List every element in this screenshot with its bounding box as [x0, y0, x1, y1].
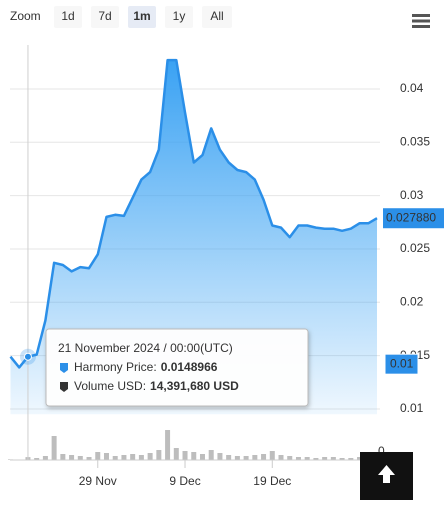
menu-button[interactable] — [410, 10, 434, 32]
volume-bar — [261, 454, 266, 460]
volume-bar — [69, 455, 74, 460]
zoom-label: Zoom — [10, 9, 41, 23]
volume-bar — [121, 455, 126, 460]
tooltip-item-value: 14,391,680 USD — [150, 379, 239, 393]
volume-bar — [279, 455, 284, 460]
scroll-top-button[interactable] — [360, 452, 413, 500]
tooltip: 21 November 2024 / 00:00(UTC) Harmony Pri… — [46, 329, 308, 406]
volume-bar — [217, 453, 222, 460]
volume-bar — [130, 454, 135, 460]
range-button[interactable]: All — [210, 9, 223, 23]
tooltip-item-value: 0.0148966 — [161, 360, 218, 374]
volume-bar — [200, 454, 205, 460]
hover-point — [24, 353, 31, 360]
volume-bar — [252, 455, 257, 460]
range-button[interactable]: 7d — [98, 9, 111, 23]
range-button[interactable]: 1d — [61, 9, 74, 23]
tooltip-item-name: Harmony Price: — [74, 360, 157, 374]
x-tick-label: 9 Dec — [169, 474, 200, 488]
volume-bar — [244, 456, 249, 460]
volume-bar — [165, 430, 170, 460]
volume-bar — [113, 456, 118, 460]
volume-bar — [226, 455, 231, 460]
x-tick-label: 29 Nov — [79, 474, 117, 488]
range-button[interactable]: 1y — [173, 9, 186, 23]
volume-bar — [235, 456, 240, 460]
crosshair-label: 0.01 — [390, 356, 414, 370]
y-tick-label: 0.03 — [400, 188, 424, 202]
volume-bar — [78, 456, 83, 460]
volume-bar — [52, 436, 57, 460]
volume-bar — [43, 456, 48, 460]
current-label: 0.027880 — [386, 210, 436, 224]
range-button[interactable]: 1m — [133, 9, 150, 23]
volume-bar — [148, 453, 153, 460]
volume-bar — [139, 455, 144, 460]
y-tick-label: 0.025 — [400, 241, 430, 255]
volume-bar — [95, 452, 100, 460]
volume-bar — [183, 451, 188, 460]
tooltip-item-name: Volume USD: — [74, 379, 146, 393]
y-tick-label: 0.01 — [400, 401, 424, 415]
volume-bar — [209, 450, 214, 460]
volume-bar — [60, 454, 65, 460]
volume-bar — [156, 450, 161, 460]
tooltip-item: Harmony Price: 0.0148966 — [74, 360, 218, 374]
tooltip-header: 21 November 2024 / 00:00(UTC) — [58, 341, 233, 355]
y-tick-label: 0.035 — [400, 134, 430, 148]
volume-bar — [270, 451, 275, 460]
x-tick-label: 19 Dec — [253, 474, 291, 488]
y-tick-label: 0.04 — [400, 81, 424, 95]
volume-bar — [174, 448, 179, 460]
volume-bar — [191, 452, 196, 460]
tooltip-item: Volume USD: 14,391,680 USD — [74, 379, 239, 393]
y-tick-label: 0.02 — [400, 294, 424, 308]
volume-bar — [104, 453, 109, 460]
volume-bar — [287, 456, 292, 460]
